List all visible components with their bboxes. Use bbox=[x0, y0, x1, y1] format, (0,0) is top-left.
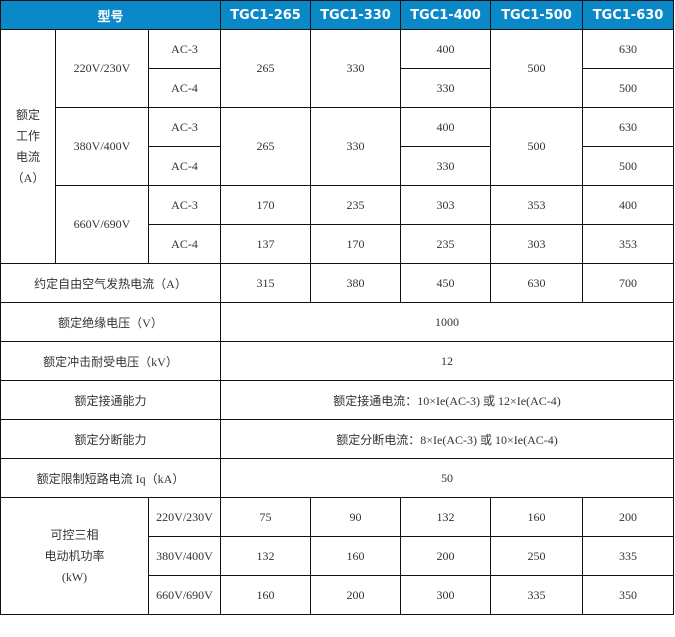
label-line: 电动机功率 bbox=[44, 548, 105, 563]
label-line: (kW) bbox=[61, 569, 88, 584]
label-line: 电流 bbox=[15, 149, 40, 164]
spec-table: 型号 TGC1-265 TGC1-330 TGC1-400 TGC1-500 T… bbox=[0, 0, 675, 615]
model-col: TGC1-330 bbox=[310, 0, 402, 30]
value-cell: 170 bbox=[310, 224, 402, 264]
row-label: 额定限制短路电流 Iq（kA） bbox=[0, 458, 222, 498]
value-cell: 330 bbox=[400, 68, 492, 108]
label-line: （A） bbox=[11, 170, 45, 185]
label-line: 额定 bbox=[15, 107, 40, 122]
table-row: 380V/400V 132 160 200 250 335 bbox=[1, 536, 675, 576]
value-cell: 160 bbox=[490, 497, 584, 537]
table-row: 额定 工作 电流 （A） 220V/230V AC-3 265 330 400 … bbox=[0, 29, 675, 264]
value-cell: 335 bbox=[490, 575, 584, 615]
value-cell: 500 bbox=[582, 146, 675, 186]
value-cell: 350 bbox=[582, 575, 675, 615]
header-row: 型号 TGC1-265 TGC1-330 TGC1-400 TGC1-500 T… bbox=[0, 0, 675, 30]
value-cell: 额定接通电流：10×Ie(AC-3) 或 12×Ie(AC-4) bbox=[220, 380, 675, 420]
value-cell: 额定分断电流：8×Ie(AC-3) 或 10×Ie(AC-4) bbox=[220, 419, 675, 459]
table-row: 380V/400V AC-3 265 330 400 500 630 bbox=[1, 107, 675, 186]
model-col: TGC1-265 bbox=[220, 0, 312, 30]
category-cell: AC-4 bbox=[147, 68, 222, 108]
row-label: 额定冲击耐受电压（kV） bbox=[0, 341, 222, 381]
value-cell: 1000 bbox=[220, 302, 675, 342]
value-cell: 265 bbox=[220, 107, 312, 186]
value-cell: 250 bbox=[490, 536, 584, 576]
value-cell: 700 bbox=[582, 263, 675, 303]
motor-power-label: 可控三相 电动机功率 (kW) bbox=[0, 497, 149, 615]
value-cell: 300 bbox=[400, 575, 492, 615]
value-cell: 500 bbox=[490, 29, 584, 108]
row-label: 额定绝缘电压（V） bbox=[0, 302, 222, 342]
value-cell: 630 bbox=[582, 29, 675, 69]
category-cell: AC-3 bbox=[147, 29, 222, 69]
value-cell: 137 bbox=[220, 224, 312, 264]
thermal-row: 约定自由空气发热电流（A） 315 380 450 630 700 bbox=[0, 263, 675, 303]
row-label: 额定分断能力 bbox=[0, 419, 222, 459]
voltage-cell: 380V/400V bbox=[147, 536, 222, 576]
voltage-cell: 660V/690V bbox=[147, 575, 222, 615]
model-col: TGC1-630 bbox=[582, 0, 675, 30]
value-cell: 630 bbox=[490, 263, 584, 303]
category-cell: AC-3 bbox=[147, 107, 222, 147]
row-label: 额定接通能力 bbox=[0, 380, 222, 420]
value-cell: 330 bbox=[310, 107, 402, 186]
value-cell: 75 bbox=[220, 497, 312, 537]
model-header: 型号 bbox=[0, 0, 222, 30]
label-line: 工作 bbox=[15, 128, 40, 143]
value-cell: 353 bbox=[490, 185, 584, 225]
value-cell: 50 bbox=[220, 458, 675, 498]
value-cell: 400 bbox=[400, 29, 492, 69]
category-cell: AC-4 bbox=[147, 146, 222, 186]
value-cell: 330 bbox=[310, 29, 402, 108]
breaking-row: 额定分断能力 额定分断电流：8×Ie(AC-3) 或 10×Ie(AC-4) bbox=[0, 419, 675, 459]
value-cell: 235 bbox=[400, 224, 492, 264]
value-cell: 170 bbox=[220, 185, 312, 225]
value-cell: 380 bbox=[310, 263, 402, 303]
table-row: AC-4 330 500 bbox=[1, 146, 675, 186]
value-cell: 353 bbox=[582, 224, 675, 264]
table-row: AC-4 330 500 bbox=[1, 68, 675, 108]
table-row: 660V/690V AC-3 170 235 303 353 400 bbox=[1, 185, 675, 264]
category-cell: AC-3 bbox=[147, 185, 222, 225]
value-cell: 335 bbox=[582, 536, 675, 576]
voltage-cell: 660V/690V bbox=[55, 185, 149, 264]
model-col: TGC1-400 bbox=[400, 0, 492, 30]
value-cell: 235 bbox=[310, 185, 402, 225]
making-row: 额定接通能力 额定接通电流：10×Ie(AC-3) 或 12×Ie(AC-4) bbox=[0, 380, 675, 420]
short-circuit-row: 额定限制短路电流 Iq（kA） 50 bbox=[0, 458, 675, 498]
label-line: 可控三相 bbox=[50, 527, 99, 542]
value-cell: 90 bbox=[310, 497, 402, 537]
value-cell: 315 bbox=[220, 263, 312, 303]
row-label: 约定自由空气发热电流（A） bbox=[0, 263, 222, 303]
voltage-cell: 380V/400V bbox=[55, 107, 149, 186]
value-cell: 500 bbox=[582, 68, 675, 108]
value-cell: 132 bbox=[400, 497, 492, 537]
value-cell: 400 bbox=[400, 107, 492, 147]
table-row: 可控三相 电动机功率 (kW) 220V/230V 75 90 132 160 … bbox=[0, 497, 675, 615]
value-cell: 303 bbox=[490, 224, 584, 264]
value-cell: 330 bbox=[400, 146, 492, 186]
value-cell: 265 bbox=[220, 29, 312, 108]
value-cell: 450 bbox=[400, 263, 492, 303]
impulse-row: 额定冲击耐受电压（kV） 12 bbox=[0, 341, 675, 381]
voltage-cell: 220V/230V bbox=[55, 29, 149, 108]
model-col: TGC1-500 bbox=[490, 0, 584, 30]
value-cell: 12 bbox=[220, 341, 675, 381]
value-cell: 630 bbox=[582, 107, 675, 147]
table-row: AC-4 137 170 235 303 353 bbox=[1, 224, 675, 264]
value-cell: 303 bbox=[400, 185, 492, 225]
value-cell: 160 bbox=[310, 536, 402, 576]
value-cell: 200 bbox=[400, 536, 492, 576]
value-cell: 160 bbox=[220, 575, 312, 615]
voltage-cell: 220V/230V bbox=[147, 497, 222, 537]
value-cell: 500 bbox=[490, 107, 584, 186]
insulation-row: 额定绝缘电压（V） 1000 bbox=[0, 302, 675, 342]
table-row: 660V/690V 160 200 300 335 350 bbox=[1, 575, 675, 615]
value-cell: 200 bbox=[582, 497, 675, 537]
value-cell: 200 bbox=[310, 575, 402, 615]
rated-current-label: 额定 工作 电流 （A） bbox=[0, 29, 56, 264]
value-cell: 132 bbox=[220, 536, 312, 576]
value-cell: 400 bbox=[582, 185, 675, 225]
category-cell: AC-4 bbox=[147, 224, 222, 264]
